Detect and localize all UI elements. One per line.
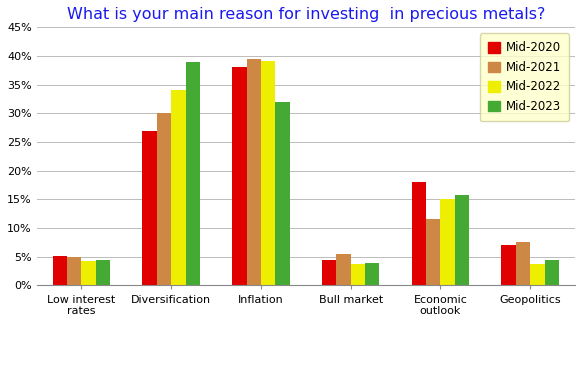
Bar [186,62,200,285]
Bar [53,255,67,285]
Bar [96,259,110,285]
Legend: Mid-2020, Mid-2021, Mid-2022, Mid-2023: Mid-2020, Mid-2021, Mid-2022, Mid-2023 [480,33,569,121]
Bar [261,60,275,285]
Bar [81,261,96,285]
Title: What is your main reason for investing  in precious metals?: What is your main reason for investing i… [66,7,545,22]
Bar [171,90,186,285]
Bar [275,102,290,285]
Bar [351,264,365,285]
Bar [455,195,469,285]
Bar [516,242,530,285]
Bar [232,67,247,285]
Bar [143,131,157,285]
Bar [365,262,379,285]
Bar [545,259,559,285]
Bar [157,113,171,285]
Bar [247,59,261,285]
Bar [322,259,336,285]
Bar [336,254,351,285]
Bar [441,199,455,285]
Bar [411,182,426,285]
Bar [426,220,441,285]
Bar [67,257,81,285]
Bar [502,245,516,285]
Bar [530,264,545,285]
